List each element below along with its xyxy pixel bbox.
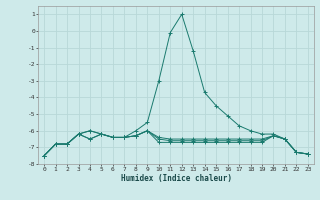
X-axis label: Humidex (Indice chaleur): Humidex (Indice chaleur) (121, 174, 231, 183)
